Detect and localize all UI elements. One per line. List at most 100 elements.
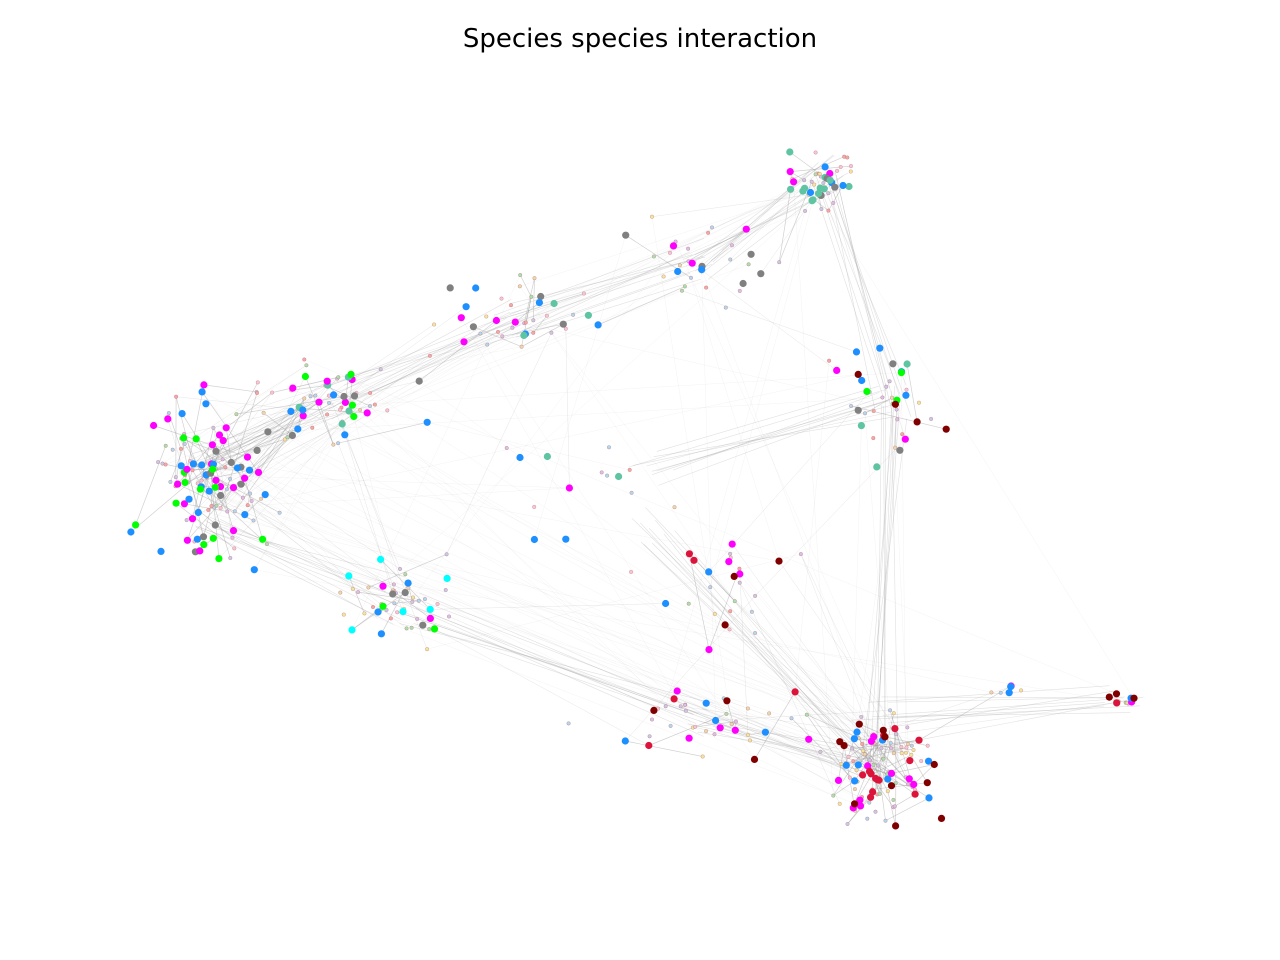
interaction-edge (754, 439, 906, 597)
species-node-small (737, 566, 742, 571)
species-node (910, 780, 918, 789)
edge-layer (130, 151, 1144, 826)
species-node (1005, 689, 1013, 697)
interaction-edge (368, 553, 447, 588)
species-node (350, 392, 359, 400)
interaction-edge (419, 592, 689, 707)
species-node-small (909, 752, 914, 757)
interaction-edge (192, 402, 334, 472)
interaction-edge (211, 464, 384, 607)
interaction-edge (208, 490, 268, 545)
species-node-small (745, 732, 750, 737)
species-node-small (523, 320, 528, 325)
species-node-small (532, 276, 537, 281)
species-node-small (302, 396, 307, 401)
interaction-edge (523, 278, 535, 324)
species-node (840, 742, 848, 750)
species-node-small (629, 490, 634, 495)
interaction-edge (394, 600, 419, 604)
interaction-edge (516, 273, 690, 335)
species-node-small (230, 535, 235, 540)
interaction-edge (689, 553, 710, 650)
species-node-small (410, 595, 416, 600)
interaction-edge (640, 541, 875, 770)
interaction-edge (181, 438, 217, 452)
species-node-small (336, 375, 341, 380)
interaction-edge (397, 611, 699, 715)
interaction-edge (891, 390, 899, 767)
species-node-small (432, 322, 437, 327)
interaction-edge (515, 278, 701, 338)
species-node (289, 384, 297, 392)
species-node-small (747, 738, 753, 743)
species-node-small (899, 744, 904, 750)
interaction-edge (325, 321, 516, 386)
interaction-edge (206, 474, 570, 489)
interaction-edge (695, 721, 736, 728)
species-node-small (821, 180, 826, 186)
interaction-edge (597, 286, 686, 326)
species-node-small (835, 168, 840, 173)
species-node-small (899, 751, 904, 756)
species-node (341, 431, 349, 439)
interaction-edge (328, 402, 872, 742)
species-node-small (728, 609, 733, 614)
species-node (200, 381, 208, 389)
species-node (377, 630, 385, 638)
interaction-edge (845, 747, 907, 764)
species-node-small (862, 752, 867, 757)
species-node (127, 528, 135, 536)
species-node (721, 621, 729, 629)
species-node (923, 779, 931, 787)
interaction-edge (521, 323, 564, 348)
species-node-small (919, 758, 924, 764)
interaction-edge (502, 323, 564, 337)
species-node (584, 311, 593, 319)
species-node-small (627, 467, 632, 472)
species-node-small (893, 445, 898, 450)
interaction-edge (874, 386, 895, 793)
node-layer (127, 148, 1138, 830)
species-node (250, 566, 258, 574)
species-node-small (517, 284, 522, 289)
interaction-edge (220, 487, 234, 509)
species-node (897, 369, 906, 377)
interaction-edge (382, 193, 819, 587)
species-node-small (732, 599, 737, 604)
species-node-small (847, 775, 852, 780)
interaction-edge (828, 176, 900, 397)
interaction-edge (304, 359, 1117, 695)
interaction-edge (331, 317, 507, 420)
interaction-edge (408, 582, 863, 776)
species-node (198, 461, 206, 469)
interaction-edge (754, 691, 796, 760)
small-node-layer (156, 150, 1137, 827)
interaction-edge (813, 170, 901, 395)
interaction-edge (835, 174, 887, 397)
species-node (389, 590, 397, 598)
species-node (775, 557, 783, 565)
species-node-small (753, 630, 758, 636)
species-node (906, 757, 914, 765)
species-node-small (880, 395, 885, 400)
interaction-edge (201, 391, 929, 762)
interaction-edge (328, 165, 852, 404)
species-node-small (813, 172, 818, 177)
interaction-edge (236, 368, 381, 415)
species-node-small (270, 390, 275, 395)
interaction-edge (739, 582, 840, 804)
species-node-small (285, 435, 290, 440)
species-node-small (504, 445, 509, 451)
species-node (863, 387, 871, 396)
species-node-small (255, 380, 260, 385)
interaction-edge (877, 765, 886, 821)
interaction-edge (299, 407, 922, 762)
species-node (889, 360, 897, 368)
interaction-edge (353, 416, 405, 609)
interaction-edge (209, 490, 895, 729)
interaction-edge (201, 469, 250, 481)
species-node-small (693, 724, 698, 729)
species-node (873, 463, 881, 471)
interaction-edge (341, 423, 393, 595)
species-node-small (889, 395, 895, 400)
